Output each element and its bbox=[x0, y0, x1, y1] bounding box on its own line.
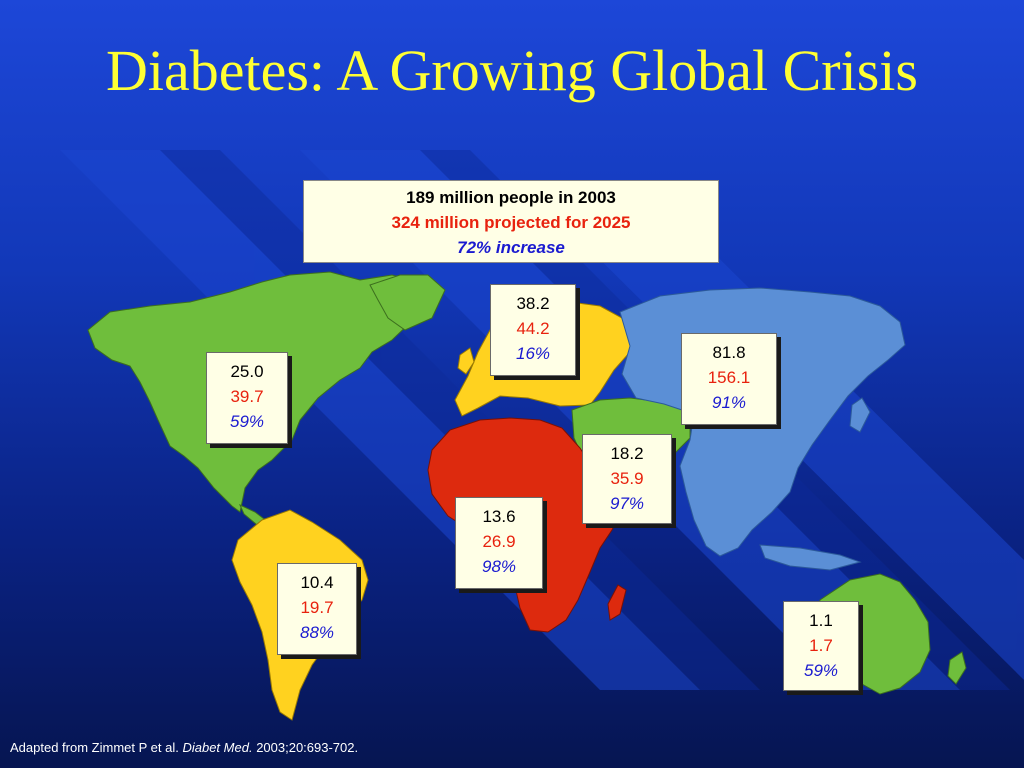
percent-increase: 97% bbox=[609, 494, 645, 513]
slide-title: Diabetes: A Growing Global Crisis bbox=[106, 38, 918, 103]
value-2003: 13.6 bbox=[482, 507, 516, 526]
summary-increase: 72% increase bbox=[457, 238, 565, 257]
value-2003: 18.2 bbox=[610, 444, 644, 463]
value-2003: 38.2 bbox=[516, 294, 550, 313]
new-zealand bbox=[947, 651, 967, 685]
callout-middle-east: 18.2 35.9 97% bbox=[582, 434, 672, 524]
percent-increase: 98% bbox=[481, 557, 517, 576]
value-2025: 1.7 bbox=[809, 636, 833, 655]
summary-2025: 324 million projected for 2025 bbox=[391, 213, 631, 232]
value-2025: 156.1 bbox=[707, 368, 751, 387]
callout-asia: 81.8 156.1 91% bbox=[681, 333, 777, 425]
value-2025: 35.9 bbox=[610, 469, 644, 488]
callout-north-america: 25.0 39.7 59% bbox=[206, 352, 288, 444]
value-2003: 81.8 bbox=[712, 343, 746, 362]
value-2003: 25.0 bbox=[230, 362, 264, 381]
global-summary-box: 189 million people in 2003 324 million p… bbox=[303, 180, 719, 263]
callout-south-america: 10.4 19.7 88% bbox=[277, 563, 357, 655]
percent-increase: 88% bbox=[299, 623, 335, 642]
indonesia bbox=[759, 544, 862, 571]
value-2025: 19.7 bbox=[300, 598, 334, 617]
value-2025: 44.2 bbox=[516, 319, 550, 338]
callout-australia: 1.1 1.7 59% bbox=[783, 601, 859, 691]
percent-increase: 59% bbox=[229, 412, 265, 431]
greenland bbox=[369, 274, 446, 331]
value-2025: 39.7 bbox=[230, 387, 264, 406]
value-2003: 1.1 bbox=[809, 611, 833, 630]
japan bbox=[849, 397, 871, 433]
callout-africa: 13.6 26.9 98% bbox=[455, 497, 543, 589]
percent-increase: 16% bbox=[515, 344, 551, 363]
citation-suffix: 2003;20:693-702. bbox=[256, 740, 359, 755]
british-isles bbox=[457, 347, 475, 375]
callout-europe: 38.2 44.2 16% bbox=[490, 284, 576, 376]
percent-increase: 59% bbox=[803, 661, 839, 680]
citation: Adapted from Zimmet P et al. Diabet Med.… bbox=[10, 740, 358, 755]
citation-prefix: Adapted from Zimmet P et al. bbox=[10, 740, 179, 755]
madagascar bbox=[607, 584, 627, 621]
citation-journal: Diabet Med. bbox=[182, 740, 253, 755]
percent-increase: 91% bbox=[711, 393, 747, 412]
value-2025: 26.9 bbox=[482, 532, 516, 551]
value-2003: 10.4 bbox=[300, 573, 334, 592]
summary-2003: 189 million people in 2003 bbox=[406, 188, 616, 207]
